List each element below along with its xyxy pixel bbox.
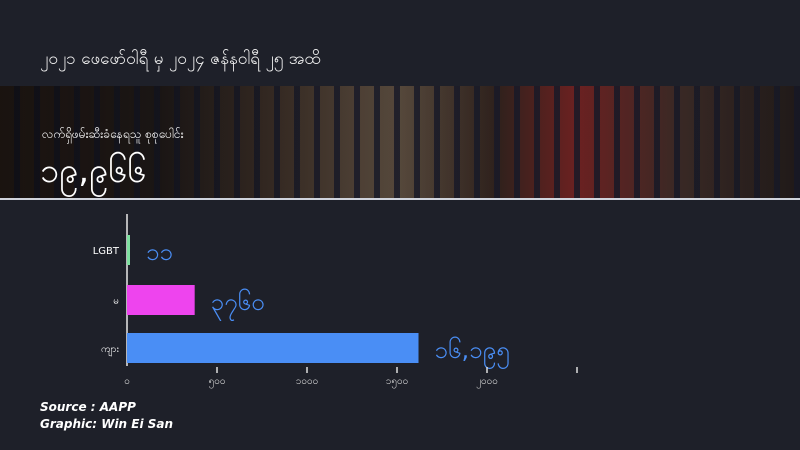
category-label: မ <box>113 296 119 307</box>
value-label: ၁၆,၁၉၅ <box>435 335 510 369</box>
prison-photo-banner <box>0 86 800 198</box>
divider <box>0 198 800 200</box>
source-credit: Source : AAPP <box>40 400 136 414</box>
x-tick-label: ၁၀၀၀ <box>296 376 319 387</box>
x-tick-label: ၀ <box>124 376 130 387</box>
bar-0 <box>127 235 130 265</box>
bar-1 <box>127 285 195 315</box>
total-detained-value: ၁၉,၉၆၆ <box>40 151 147 191</box>
category-label: LGBT <box>93 246 120 257</box>
total-detained-label: လက်ရှိဖမ်းဆီးခံနေရသူ စုစုပေါင်း <box>42 127 184 141</box>
x-tick-label: ၁၅၀၀ <box>386 376 409 389</box>
category-label: ကျား <box>101 344 119 357</box>
x-tick-label: ၂၀၀၀ <box>476 376 498 389</box>
x-tick-label: ၅၀၀ <box>209 376 226 389</box>
graphic-credit: Graphic: Win Ei San <box>40 417 174 431</box>
bar-2 <box>127 333 419 363</box>
value-label: ၃၇၆၀ <box>211 287 265 321</box>
value-label: ၁၁ <box>146 238 173 266</box>
chart-title: ၂၀၂၁ ဖေဖော်ဝါရီ မှ ၂၀၂၄ ဇန်နဝါရီ ၂၅ အထိ <box>40 49 321 69</box>
